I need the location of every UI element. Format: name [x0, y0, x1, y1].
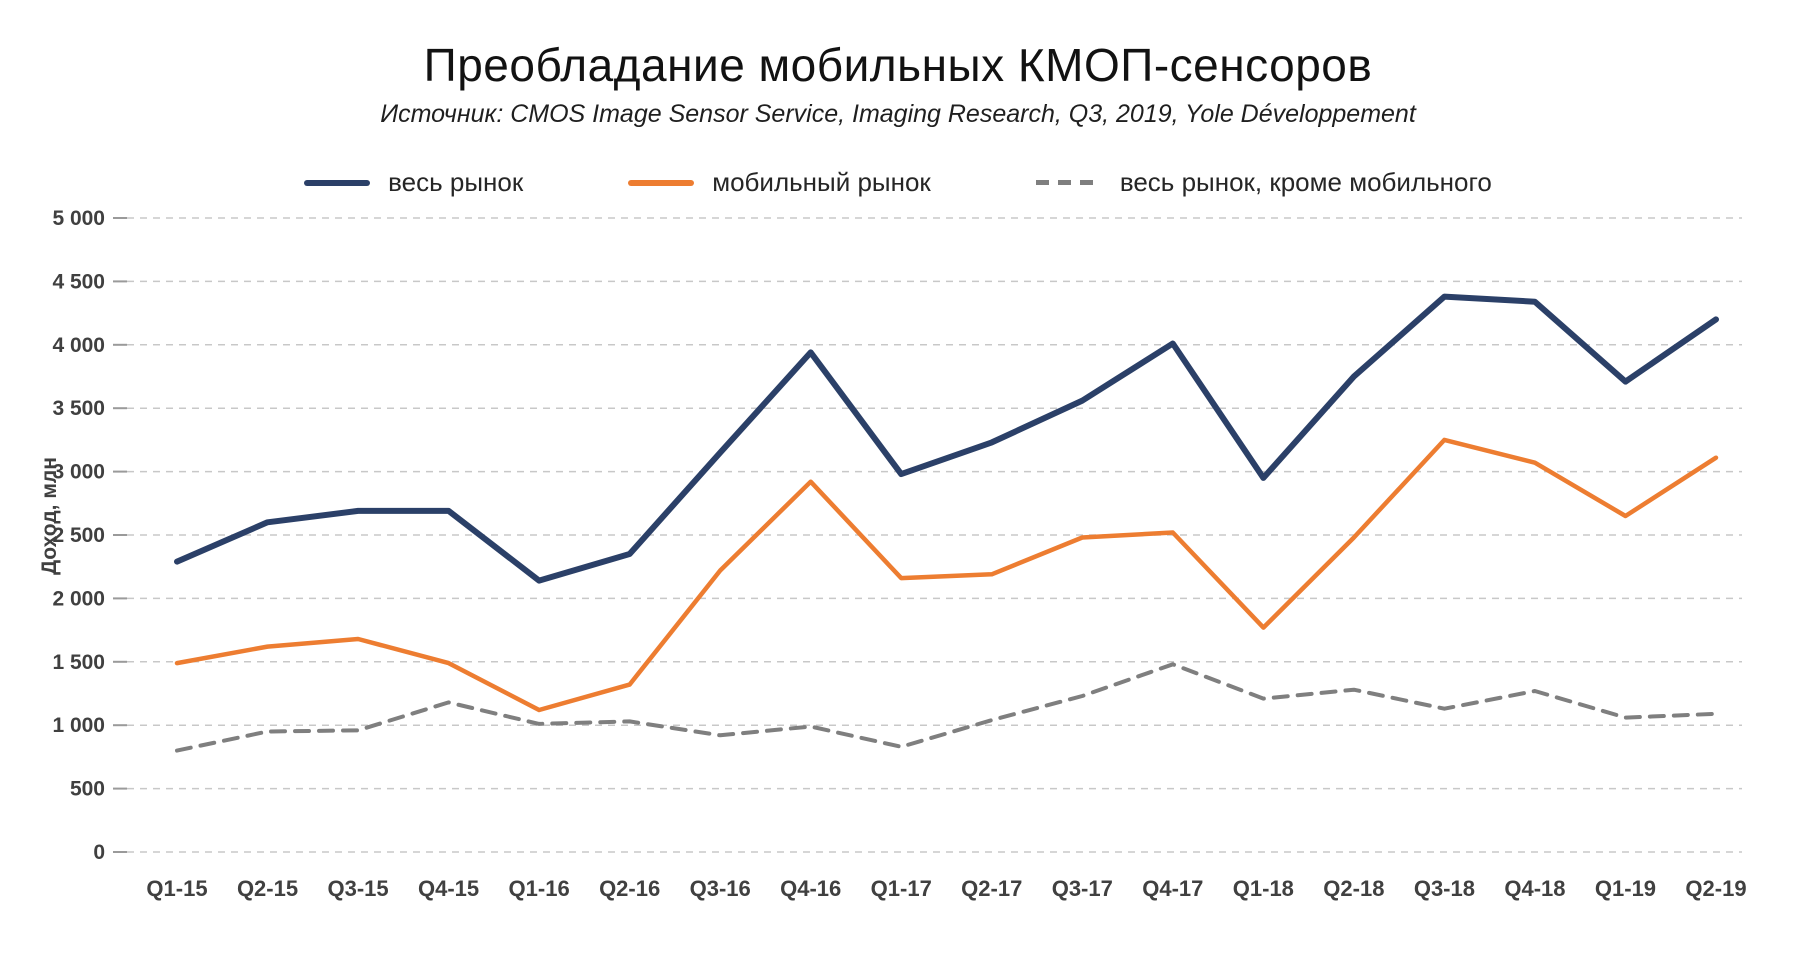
chart-subtitle: Источник: CMOS Image Sensor Service, Ima…	[380, 100, 1416, 128]
y-tick-label: 4 500	[52, 270, 105, 293]
legend-label: мобильный рынок	[712, 167, 931, 197]
legend-item: весь рынок, кроме мобильного	[1035, 167, 1492, 198]
x-tick-label: Q1-16	[509, 876, 570, 901]
x-tick-label: Q1-17	[871, 876, 932, 901]
x-tick-label: Q3-15	[327, 876, 388, 901]
series-line	[175, 662, 1718, 753]
y-tick-label: 5 000	[52, 207, 105, 230]
x-tick-label: Q3-18	[1414, 876, 1475, 901]
x-tick-label: Q1-15	[146, 876, 207, 901]
x-tick-label: Q2-15	[237, 876, 298, 901]
x-tick-label: Q4-18	[1504, 876, 1565, 901]
x-tick-label: Q4-15	[418, 876, 479, 901]
series-line	[174, 437, 1719, 713]
y-tick-label: 4 000	[52, 334, 105, 357]
y-tick-label: 3 500	[52, 397, 105, 420]
y-tick-label: 2 500	[52, 524, 105, 547]
y-tick-label: 1 500	[52, 651, 105, 674]
x-tick-label: Q2-16	[599, 876, 660, 901]
chart-area: Доход, млн 0 500 1 000 1 500 2 000 2 500 3 000…	[0, 204, 1796, 964]
x-tick-label: Q1-19	[1595, 876, 1656, 901]
x-tick-label: Q4-16	[780, 876, 841, 901]
y-tick-label: 2 000	[52, 587, 105, 610]
x-tick-label: Q2-18	[1323, 876, 1384, 901]
y-tick-label: 0	[93, 841, 105, 864]
legend-swatch-icon	[1035, 180, 1102, 185]
x-tick-label: Q3-17	[1052, 876, 1113, 901]
legend-swatch-icon	[628, 179, 695, 186]
legend-label: весь рынок	[388, 167, 524, 197]
x-tick-label: Q1-18	[1233, 876, 1294, 901]
y-axis-title: Доход, млн	[38, 457, 61, 575]
legend-swatch-icon	[304, 179, 371, 186]
y-tick-label: 3 000	[52, 461, 105, 484]
series-line	[174, 293, 1719, 584]
legend: весь рынок мобильный рынок весь рынок, кро…	[0, 167, 1796, 198]
y-tick-label: 500	[70, 778, 105, 801]
chart-title: Преобладание мобильных КМОП-сенсоров	[423, 39, 1373, 91]
y-tick-label: 1 000	[52, 714, 105, 737]
x-tick-label: Q2-17	[961, 876, 1022, 901]
legend-item: весь рынок	[304, 167, 523, 198]
x-tick-label: Q3-16	[690, 876, 751, 901]
line-chart: 0 500 1 000 1 500 2 000 2 500 3 000 3 500 4 000 4…	[52, 207, 1746, 901]
x-tick-label: Q4-17	[1142, 876, 1203, 901]
legend-item: мобильный рынок	[628, 167, 931, 198]
legend-label: весь рынок, кроме мобильного	[1119, 167, 1492, 197]
x-tick-label: Q2-19	[1685, 876, 1746, 901]
